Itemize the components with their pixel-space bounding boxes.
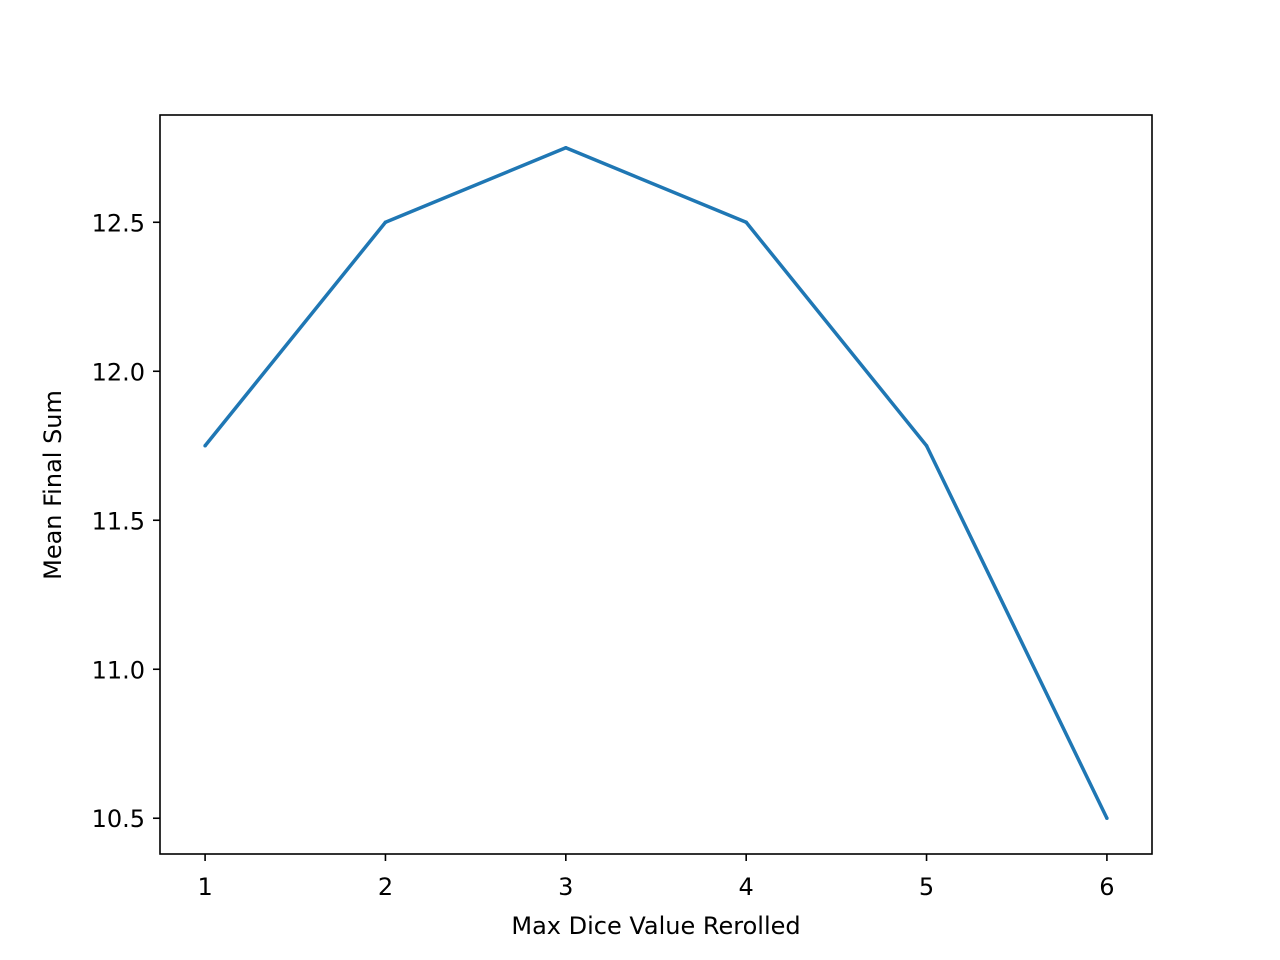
y-tick-label: 11.5 [92,507,145,535]
x-tick-label: 1 [197,873,212,901]
data-point [744,220,748,225]
x-tick-label: 6 [1099,873,1114,901]
x-axis-label: Max Dice Value Rerolled [511,912,800,940]
data-point [1105,816,1109,820]
data-point [383,220,388,225]
y-axis-ticks: 10.5 11.0 11.5 12.0 12.5 [92,209,160,833]
x-tick-label: 4 [739,873,754,901]
data-point [203,444,207,448]
series-layer [203,146,1109,820]
y-tick-label: 12.0 [92,358,145,386]
x-tick-label: 2 [378,873,393,901]
series-line [203,146,1109,820]
y-tick-label: 12.5 [92,209,145,237]
plot-frame [159,114,1153,855]
x-axis-ticks: 1 2 3 4 5 6 [197,854,1115,901]
y-axis-label: Mean Final Sum [39,390,67,580]
data-point [924,444,929,448]
plot-area-background [160,115,1152,854]
data-point [564,146,568,150]
x-tick-label: 5 [919,873,934,901]
y-tick-label: 10.5 [92,805,145,833]
y-tick-label: 11.0 [92,656,145,684]
x-tick-label: 3 [558,873,573,901]
